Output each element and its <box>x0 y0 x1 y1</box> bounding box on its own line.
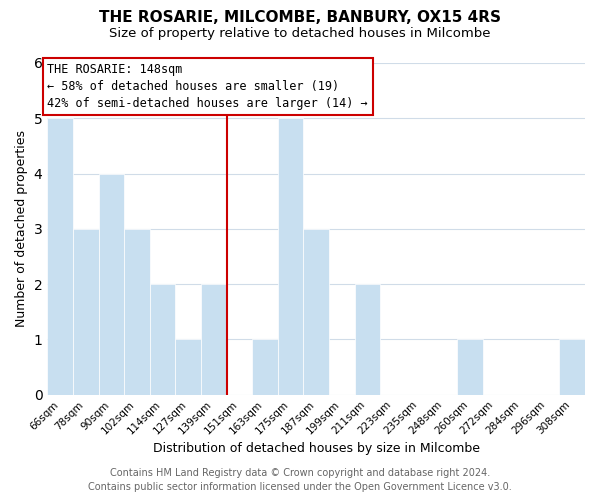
Bar <box>457 340 482 394</box>
Bar <box>124 229 150 394</box>
Bar <box>47 118 73 394</box>
Bar <box>150 284 175 395</box>
Bar <box>304 229 329 394</box>
Text: Size of property relative to detached houses in Milcombe: Size of property relative to detached ho… <box>109 28 491 40</box>
Bar <box>252 340 278 394</box>
Bar <box>355 284 380 395</box>
X-axis label: Distribution of detached houses by size in Milcombe: Distribution of detached houses by size … <box>152 442 479 455</box>
Text: Contains HM Land Registry data © Crown copyright and database right 2024.
Contai: Contains HM Land Registry data © Crown c… <box>88 468 512 492</box>
Bar <box>278 118 304 394</box>
Bar <box>201 284 227 395</box>
Text: THE ROSARIE, MILCOMBE, BANBURY, OX15 4RS: THE ROSARIE, MILCOMBE, BANBURY, OX15 4RS <box>99 10 501 25</box>
Bar <box>559 340 585 394</box>
Bar <box>73 229 98 394</box>
Bar <box>98 174 124 394</box>
Text: THE ROSARIE: 148sqm
← 58% of detached houses are smaller (19)
42% of semi-detach: THE ROSARIE: 148sqm ← 58% of detached ho… <box>47 63 368 110</box>
Y-axis label: Number of detached properties: Number of detached properties <box>15 130 28 328</box>
Bar <box>175 340 201 394</box>
